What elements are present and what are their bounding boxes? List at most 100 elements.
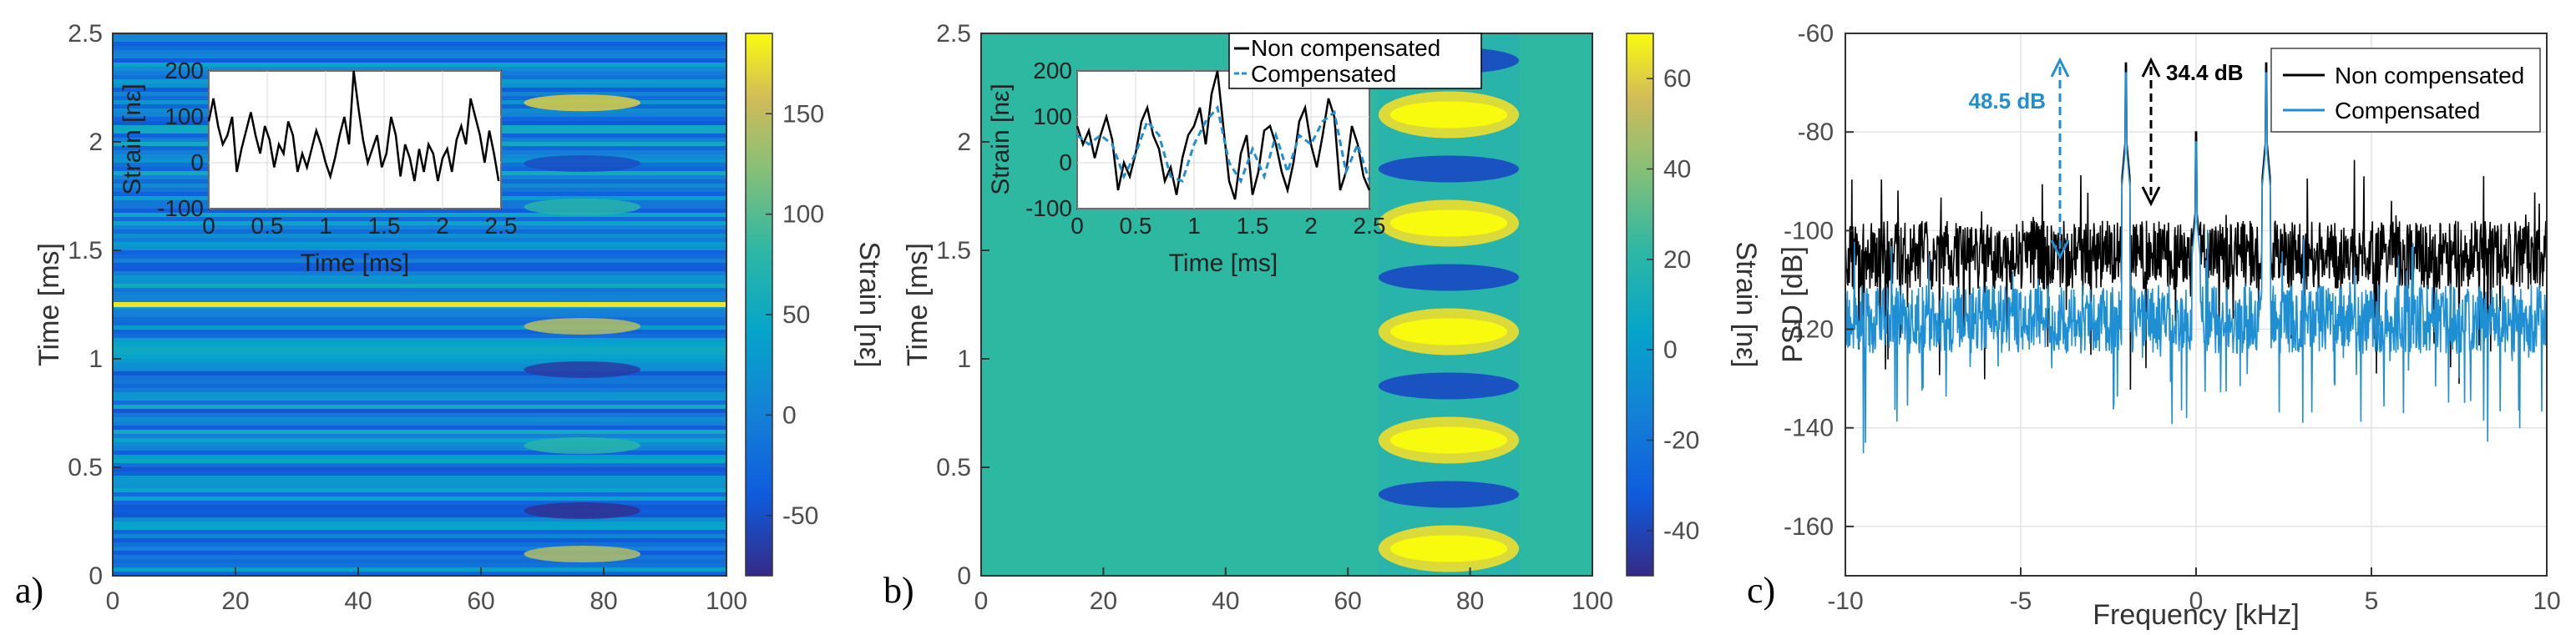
heatmap-a-blob — [524, 437, 641, 454]
heatmap-a-row — [113, 401, 726, 406]
heatmap-b-ytick-label: 1.5 — [936, 237, 971, 265]
colorbar-a-tick-label: 0 — [782, 401, 797, 429]
heatmap-a-row — [113, 484, 726, 489]
heatmap-a-row — [113, 405, 726, 410]
heatmap-b-ytick-label: 0.5 — [936, 454, 971, 481]
heatmap-a-row — [113, 455, 726, 460]
heatmap-a-row — [113, 572, 726, 576]
heatmap-a-row — [113, 342, 726, 347]
heatmap-a-row — [113, 67, 726, 72]
heatmap-b-hot-core — [1389, 209, 1508, 237]
heatmap-a-row — [113, 238, 726, 243]
colorbar-a-label: Strain [nε] — [853, 241, 885, 367]
heatmap-a-row — [113, 567, 726, 572]
heatmap-a-row — [113, 526, 726, 531]
heatmap-a-row — [113, 259, 726, 264]
heatmap-a-row — [113, 213, 726, 218]
heatmap-b-cold-blob — [1378, 481, 1520, 508]
heatmap-a-row — [113, 559, 726, 564]
heatmap-a-row — [113, 50, 726, 55]
heatmap-b-xtick-label: 0 — [974, 587, 989, 615]
heatmap-b — [1378, 33, 1520, 576]
colorbar-a-tick-label: 50 — [782, 301, 810, 329]
inset-a-xtick-label: 1 — [319, 213, 332, 239]
panel-c-label: c) — [1747, 570, 1775, 611]
psd-series — [1845, 62, 2547, 454]
psd-legend-box — [2270, 48, 2541, 133]
psd-annotations: 48.5 dB 34.4 dB — [1969, 57, 2244, 260]
heatmap-a-row — [113, 438, 726, 443]
heatmap-a-row — [113, 538, 726, 543]
heatmap-a-row — [113, 375, 726, 380]
annotation-34-arrowhead-bottom — [2141, 186, 2161, 207]
inset-b-xtick-label: 1 — [1187, 213, 1201, 239]
inset-a-xtick-label: 0 — [202, 213, 215, 239]
heatmap-a-row — [113, 280, 726, 285]
heatmap-a-row — [113, 496, 726, 501]
heatmap-a-row — [113, 421, 726, 426]
heatmap-a-row — [113, 54, 726, 59]
heatmap-a-row — [113, 317, 726, 322]
colorbar-a — [745, 33, 773, 577]
colorbar-b-ticks: -40 -20 0 20 40 60 — [1647, 65, 1699, 545]
psd-legend: Non compensated Compensated — [2270, 48, 2541, 133]
heatmap-a-row — [113, 547, 726, 552]
inset-b-xtick-label: 1.5 — [1237, 213, 1269, 239]
inset-a-ytick-label: 100 — [164, 103, 204, 129]
heatmap-a-row — [113, 442, 726, 447]
heatmap-a-row — [113, 459, 726, 464]
inset-a-xtick-label: 2.5 — [485, 213, 518, 239]
heatmap-a-row — [113, 492, 726, 497]
colorbar-a-ticks: -50 0 50 100 150 — [766, 100, 824, 530]
heatmap-a-row — [113, 225, 726, 230]
heatmap-a-row — [113, 501, 726, 506]
heatmap-a-row — [113, 246, 726, 251]
heatmap-a-row — [113, 346, 726, 351]
colorbar-b-tick-label: 60 — [1663, 65, 1691, 93]
annotation-48-arrowhead-bottom — [2050, 239, 2070, 260]
inset-a-series-line — [207, 70, 500, 182]
inset-a-xlabel: Time [ms] — [301, 249, 410, 277]
psd-xtick-label: 5 — [2365, 587, 2379, 615]
inset-a-xtick-label: 1.5 — [368, 213, 401, 239]
heatmap-a-row — [113, 384, 726, 389]
heatmap-a-xtick-label: 60 — [467, 587, 494, 615]
psd-ytick-label: -80 — [1798, 118, 1834, 146]
heatmap-a-row — [113, 396, 726, 401]
psd-ytick-label: -60 — [1798, 20, 1834, 48]
psd-series-noncompensated — [1845, 62, 2547, 391]
heatmap-a-row — [113, 488, 726, 493]
colorbar-b-tick-label: 0 — [1663, 336, 1678, 364]
heatmap-a-blob — [524, 318, 641, 335]
colorbar-a-tick-label: 150 — [782, 100, 824, 128]
inset-b-ytick-label: 200 — [1033, 58, 1072, 83]
heatmap-a-row — [113, 534, 726, 539]
heatmap-b-hot-core — [1389, 426, 1508, 454]
heatmap-a-blob — [524, 199, 641, 215]
heatmap-a-row — [113, 392, 726, 397]
heatmap-a-row — [113, 255, 726, 260]
annotation-34-arrowhead-top — [2141, 57, 2161, 78]
inset-b-ytick-label: 0 — [1059, 149, 1072, 175]
inset-b-ylabel: Strain [nε] — [987, 83, 1015, 194]
heatmap-a-row — [113, 33, 726, 38]
heatmap-b-ytick-label: 2 — [957, 129, 971, 156]
colorbar-b-tick-label: 20 — [1663, 246, 1691, 274]
heatmap-a-blob — [524, 94, 641, 112]
heatmap-a-row — [113, 363, 726, 368]
heatmap-b-ytick-label: 2.5 — [936, 20, 971, 48]
psd-ytick-label: -160 — [1784, 513, 1834, 541]
heatmap-a-row — [113, 367, 726, 372]
heatmap-a-frame — [112, 33, 727, 577]
heatmap-a-row — [113, 359, 726, 364]
heatmap-b-xtick-label: 60 — [1334, 587, 1362, 615]
inset-a-xtick-label: 2 — [436, 213, 449, 239]
psd-xlabel: Frequency [kHz] — [2093, 599, 2300, 631]
heatmap-a-row — [113, 413, 726, 418]
heatmap-a-row — [113, 371, 726, 376]
inset-a-ytick-label: 0 — [190, 149, 204, 175]
heatmap-a-row — [113, 522, 726, 527]
